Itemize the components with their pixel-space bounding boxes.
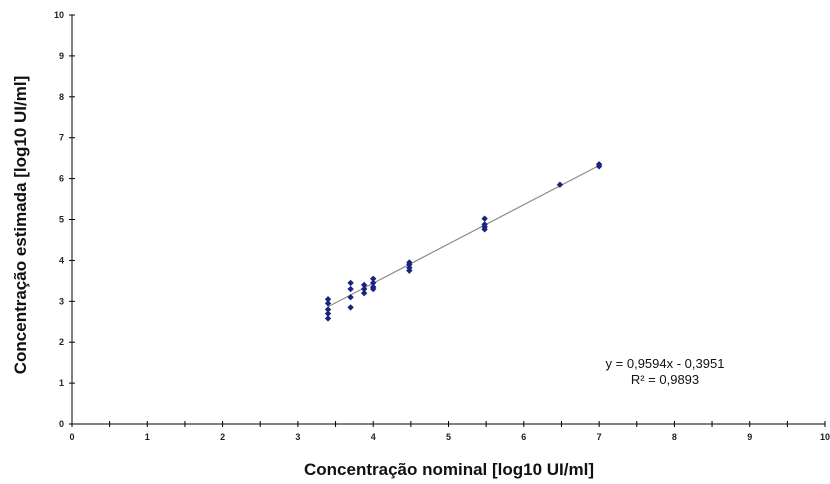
- x-axis-title: Concentração nominal [log10 UI/ml]: [304, 460, 594, 479]
- x-tick-label: 2: [220, 432, 225, 442]
- y-tick-label: 8: [59, 92, 64, 102]
- data-point: [361, 290, 367, 296]
- y-tick-label: 1: [59, 378, 64, 388]
- y-tick-label: 10: [54, 10, 64, 20]
- r-squared-label: R² = 0,9893: [631, 372, 699, 387]
- x-tick-label: 5: [446, 432, 451, 442]
- y-tick-label: 6: [59, 174, 64, 184]
- x-tick-label: 9: [747, 432, 752, 442]
- x-tick-label: 1: [145, 432, 150, 442]
- y-tick-label: 4: [59, 255, 64, 265]
- x-tick-label: 3: [295, 432, 300, 442]
- data-point: [325, 315, 331, 321]
- trendline-equation: y = 0,9594x - 0,3951: [606, 356, 725, 371]
- x-tick-label: 0: [69, 432, 74, 442]
- y-tick-label: 9: [59, 51, 64, 61]
- y-axis-title: Concentração estimada [log10 UI/ml]: [11, 76, 30, 375]
- data-point: [481, 215, 487, 221]
- data-points: [325, 161, 602, 322]
- data-point: [347, 304, 353, 310]
- y-tick-label: 2: [59, 337, 64, 347]
- y-tick-label: 5: [59, 215, 64, 225]
- y-tick-label: 3: [59, 296, 64, 306]
- x-tick-label: 7: [597, 432, 602, 442]
- y-tick-label: 7: [59, 133, 64, 143]
- data-point: [347, 280, 353, 286]
- x-tick-label: 4: [371, 432, 376, 442]
- x-tick-label: 6: [521, 432, 526, 442]
- x-tick-label: 8: [672, 432, 677, 442]
- data-point: [347, 294, 353, 300]
- data-point: [347, 286, 353, 292]
- y-tick-label: 0: [59, 419, 64, 429]
- trendline: [328, 165, 599, 306]
- x-tick-label: 10: [820, 432, 830, 442]
